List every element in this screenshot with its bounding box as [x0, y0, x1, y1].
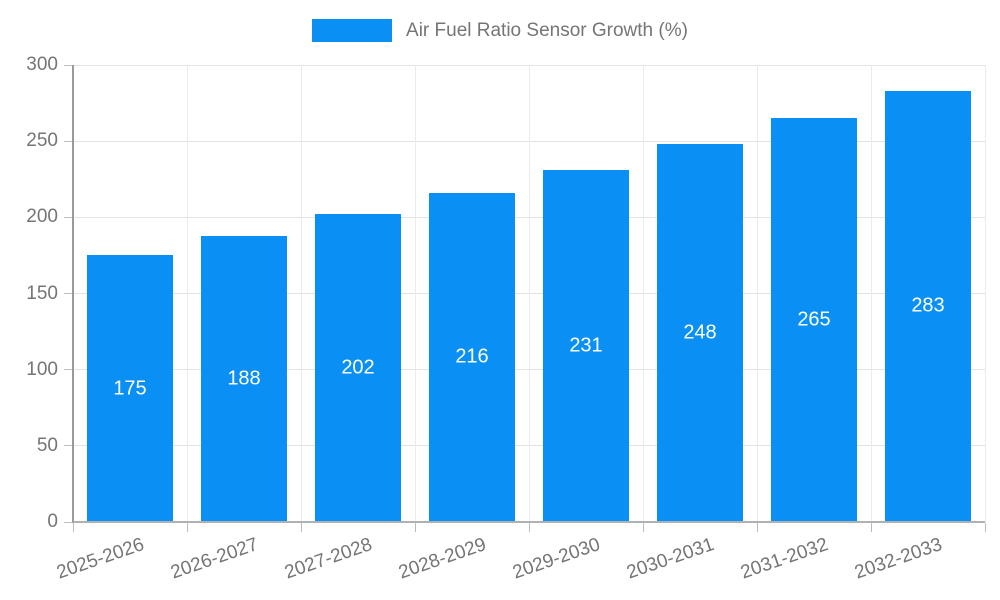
v-gridline: [300, 65, 302, 522]
bar[interactable]: [771, 118, 857, 521]
bar[interactable]: [885, 90, 971, 521]
legend-label: Air Fuel Ratio Sensor Growth (%): [406, 19, 688, 41]
bar[interactable]: [201, 235, 287, 521]
bar-value-label: 175: [113, 377, 147, 400]
y-tick: [64, 140, 73, 142]
y-tick-label: 300: [26, 54, 58, 75]
x-tick: [984, 523, 986, 532]
y-tick: [64, 293, 73, 294]
y-tick-label: 250: [26, 130, 58, 152]
v-gridline: [186, 65, 188, 522]
y-tick: [64, 216, 73, 218]
bar[interactable]: [657, 144, 743, 521]
x-tick: [642, 523, 644, 532]
y-tick-label: 150: [26, 282, 58, 304]
v-gridline: [642, 65, 644, 522]
bar[interactable]: [315, 214, 401, 521]
legend-swatch-icon: [312, 19, 393, 42]
bar[interactable]: [429, 192, 515, 521]
bar-value-label: 283: [911, 294, 945, 317]
bar[interactable]: [543, 170, 629, 521]
x-tick: [300, 523, 302, 532]
y-tick-label: 200: [26, 206, 58, 228]
bar-value-label: 188: [227, 367, 261, 390]
x-tick: [528, 523, 530, 532]
y-tick: [64, 521, 73, 523]
x-tick: [756, 523, 758, 532]
bar-value-label: 216: [455, 345, 489, 368]
bar-value-label: 202: [341, 356, 375, 379]
x-tick: [870, 523, 872, 532]
v-gridline: [528, 65, 530, 522]
bar-value-label: 248: [683, 321, 717, 344]
bar[interactable]: [87, 255, 173, 521]
v-gridline: [756, 65, 758, 522]
y-tick: [64, 369, 73, 371]
y-tick-label: 50: [36, 434, 58, 456]
bar-value-label: 265: [797, 308, 831, 331]
x-tick: [186, 523, 188, 532]
x-tick: [414, 523, 416, 532]
v-gridline: [414, 65, 416, 522]
legend[interactable]: Air Fuel Ratio Sensor Growth (%): [0, 19, 1000, 42]
x-axis-line: [73, 521, 985, 523]
v-gridline: [870, 65, 872, 522]
y-axis-line: [72, 65, 74, 523]
bar-value-label: 231: [569, 334, 603, 357]
v-gridline: [984, 65, 986, 522]
y-tick-label: 0: [47, 511, 58, 532]
x-tick: [72, 523, 74, 532]
y-tick: [64, 64, 73, 66]
y-tick-label: 100: [26, 358, 58, 380]
y-tick: [64, 445, 73, 447]
